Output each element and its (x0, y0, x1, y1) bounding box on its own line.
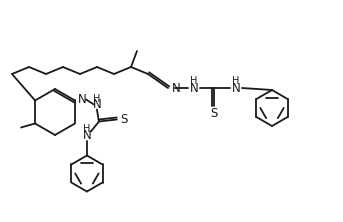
Text: N: N (190, 81, 198, 95)
Text: H: H (190, 76, 198, 86)
Text: N: N (83, 129, 91, 142)
Text: H: H (83, 125, 91, 135)
Text: N: N (172, 81, 181, 95)
Text: S: S (120, 113, 128, 126)
Text: H: H (93, 93, 100, 103)
Text: N: N (232, 81, 240, 95)
Text: N: N (93, 98, 101, 111)
Text: S: S (210, 107, 218, 119)
Text: H: H (232, 76, 240, 86)
Text: N: N (78, 93, 86, 106)
